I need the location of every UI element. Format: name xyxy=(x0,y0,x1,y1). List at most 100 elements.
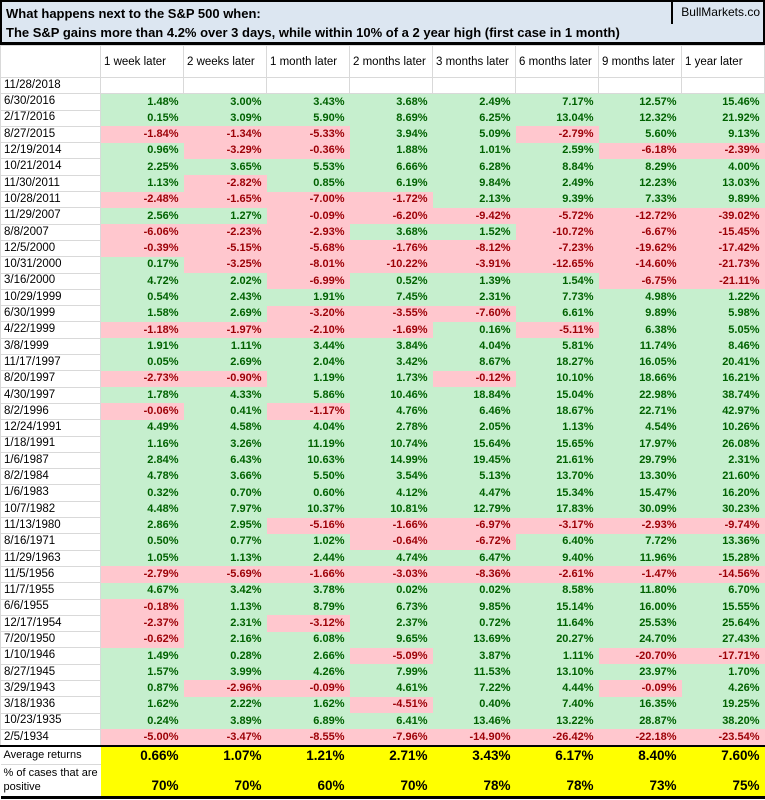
return-cell: 2.25% xyxy=(100,158,184,176)
return-cell: -14.56% xyxy=(681,566,765,583)
return-cell: 15.46% xyxy=(681,93,765,111)
column-header: 2 months later xyxy=(349,45,433,78)
return-cell: 4.54% xyxy=(598,419,682,437)
return-cell: -9.42% xyxy=(432,207,516,225)
table-row: 7/20/1950 -0.62% 2.16% 6.08% 9.65% 13.69% 20.2… xyxy=(0,631,765,649)
return-cell: 0.02% xyxy=(349,582,433,599)
average-value-cell: 8.40% xyxy=(598,744,682,765)
return-cell: -1.17% xyxy=(266,403,350,420)
return-cell: 0.60% xyxy=(266,484,350,502)
return-cell: 0.72% xyxy=(432,615,516,632)
return-cell: -2.48% xyxy=(100,191,184,208)
return-cell: 2.37% xyxy=(349,615,433,632)
return-cell: 17.97% xyxy=(598,436,682,453)
return-cell: 2.16% xyxy=(183,631,267,648)
date-cell: 8/2/1996 xyxy=(0,402,101,421)
return-cell: -3.29% xyxy=(183,142,267,159)
return-cell: 3.54% xyxy=(349,468,433,485)
table-row: 10/29/1999 0.54% 2.43% 1.91% 7.45% 2.31% 7.73%… xyxy=(0,288,765,307)
average-value-cell: 3.43% xyxy=(432,744,516,765)
return-cell: -1.84% xyxy=(100,126,184,143)
table-row: 10/28/2011 -2.48% -1.65% -7.00% -1.72% 2.13% 9… xyxy=(0,191,765,209)
return-cell: 2.78% xyxy=(349,419,433,437)
return-cell: 1.16% xyxy=(100,436,184,453)
return-cell: 12.57% xyxy=(598,93,682,111)
return-cell: 0.41% xyxy=(183,403,267,420)
return-cell: 16.35% xyxy=(598,696,682,714)
return-cell: -6.75% xyxy=(598,273,682,290)
return-cell: 0.87% xyxy=(100,680,184,697)
return-cell: 10.10% xyxy=(515,370,599,388)
return-cell: 10.63% xyxy=(266,452,350,469)
return-cell: 0.16% xyxy=(432,321,516,339)
return-cell: 6.25% xyxy=(432,110,516,127)
return-cell: -6.72% xyxy=(432,533,516,551)
return-cell: 2.13% xyxy=(432,191,516,208)
return-cell: 6.73% xyxy=(349,599,433,616)
return-cell: -1.47% xyxy=(598,566,682,583)
return-cell: -19.62% xyxy=(598,240,682,257)
return-cell: -0.18% xyxy=(100,599,184,616)
return-cell: 10.37% xyxy=(266,501,350,518)
table-row: 11/7/1955 4.67% 3.42% 3.78% 0.02% 0.02% 8.58% 1… xyxy=(0,582,765,600)
return-cell: -9.74% xyxy=(681,517,765,534)
return-cell: 4.74% xyxy=(349,550,433,567)
percent-positive-value-cell: 70% xyxy=(183,764,267,800)
table-row: 3/8/1999 1.91% 1.11% 3.44% 3.84% 4.04% 5.81% 11… xyxy=(0,337,765,356)
return-cell: -5.00% xyxy=(100,729,184,746)
return-cell: 0.54% xyxy=(100,289,184,306)
date-cell: 11/30/2011 xyxy=(0,174,101,193)
average-value-cell: 1.21% xyxy=(266,744,350,765)
percent-positive-value-cell: 75% xyxy=(681,764,765,800)
date-cell: 11/28/2018 xyxy=(0,76,101,95)
return-cell: 2.31% xyxy=(681,452,765,469)
return-cell: 1.70% xyxy=(681,664,765,681)
return-cell: 1.19% xyxy=(266,370,350,388)
table-body: 11/28/2018 6/30/2016 1.48% 3.00% 3.43% 3.68% 2… xyxy=(0,76,765,747)
return-cell: 8.79% xyxy=(266,599,350,616)
return-cell: 3.09% xyxy=(183,110,267,127)
return-cell: 2.31% xyxy=(432,289,516,306)
date-cell: 6/6/1955 xyxy=(0,598,101,616)
return-cell: 15.28% xyxy=(681,550,765,567)
return-cell: 38.20% xyxy=(681,713,765,730)
return-cell: 38.74% xyxy=(681,387,765,404)
return-cell: 0.24% xyxy=(100,713,184,730)
percent-positive-value-cell: 70% xyxy=(100,764,184,800)
return-cell: -1.66% xyxy=(266,566,350,583)
return-cell: 2.05% xyxy=(432,419,516,437)
return-cell: 2.84% xyxy=(100,452,184,469)
date-cell: 8/2/1984 xyxy=(0,468,101,486)
return-cell: 20.41% xyxy=(681,354,765,371)
return-cell: 11.64% xyxy=(515,615,599,632)
return-cell: -12.72% xyxy=(598,207,682,225)
return-cell: 2.86% xyxy=(100,517,184,534)
return-cell: 18.67% xyxy=(515,403,599,420)
percent-positive-value-cell: 60% xyxy=(266,764,350,800)
return-cell: 1.91% xyxy=(100,338,184,355)
return-cell xyxy=(598,76,682,95)
return-cell: -6.20% xyxy=(349,207,433,225)
return-cell: 5.05% xyxy=(681,321,765,339)
return-cell: 0.15% xyxy=(100,110,184,127)
return-cell: 17.83% xyxy=(515,501,599,518)
table-row: 12/5/2000 -0.39% -5.15% -5.68% -1.76% -8.12% -… xyxy=(0,239,765,258)
return-cell: 3.94% xyxy=(349,126,433,143)
column-header: 1 week later xyxy=(100,45,184,78)
return-cell: -17.71% xyxy=(681,647,765,665)
return-cell: 0.02% xyxy=(432,582,516,599)
date-cell: 3/29/1943 xyxy=(0,679,101,698)
percent-positive-value-cell: 78% xyxy=(515,764,599,800)
return-cell: 0.17% xyxy=(100,256,184,274)
table-row: 1/6/1983 0.32% 0.70% 0.60% 4.12% 4.47% 15.34% 1… xyxy=(0,484,765,502)
return-cell: 14.99% xyxy=(349,452,433,469)
return-cell: 12.79% xyxy=(432,501,516,518)
return-cell: -22.18% xyxy=(598,729,682,746)
return-cell: 13.10% xyxy=(515,664,599,681)
return-cell: 6.46% xyxy=(432,403,516,420)
return-cell: 26.08% xyxy=(681,436,765,453)
page-subtitle: The S&P gains more than 4.2% over 3 days… xyxy=(6,25,620,40)
return-cell: -2.61% xyxy=(515,566,599,583)
table-row: 8/8/2007 -6.06% -2.23% -2.93% 3.68% 1.52% -10.… xyxy=(0,223,765,241)
table-row: 1/18/1991 1.16% 3.26% 11.19% 10.74% 15.64% 15.… xyxy=(0,435,765,453)
